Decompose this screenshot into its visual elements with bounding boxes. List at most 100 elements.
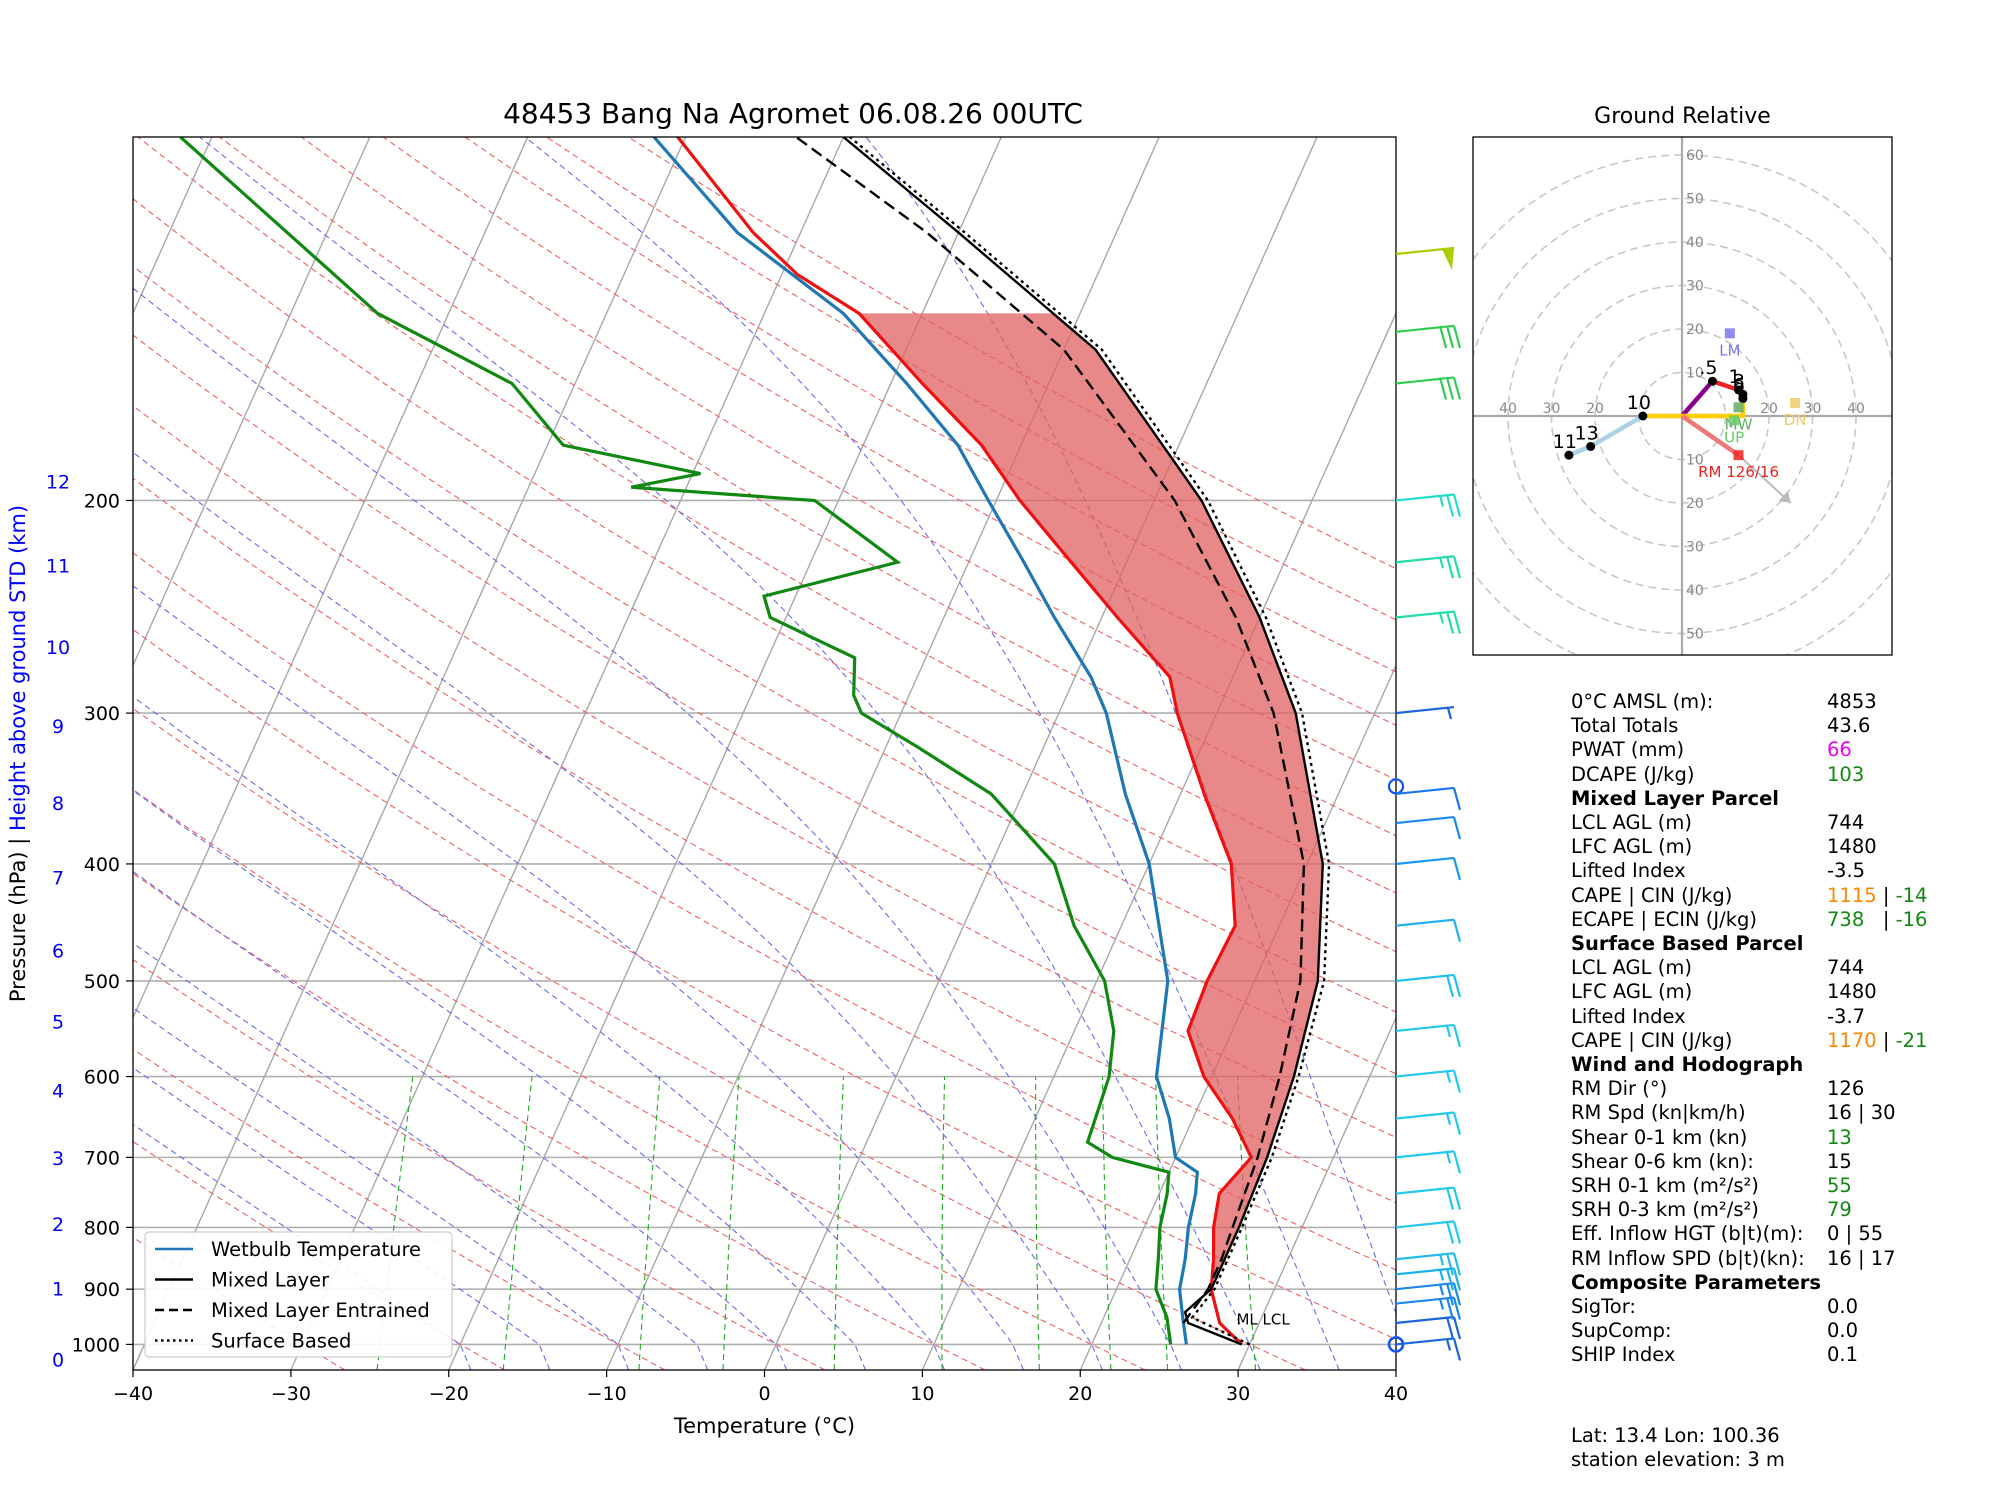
panel-key: SupComp: [1571, 1319, 1672, 1343]
isotherm-line [133, 137, 687, 1370]
wind-barb [1395, 1267, 1462, 1291]
panel-value: -3.5 [1827, 859, 1866, 883]
panel-row: DCAPE (J/kg) 103 [1571, 763, 1864, 787]
panel-row: RM Dir (°) 126 [1571, 1077, 1864, 1101]
panel-value: 16 | 17 [1827, 1246, 1896, 1270]
panel-value: 1170 | -21 [1827, 1028, 1928, 1052]
mixing-ratio-line [1155, 1076, 1169, 1370]
legend: Wetbulb Temperature Mixed Layer Mixed Laye… [144, 1231, 453, 1358]
wind-barb [1395, 1150, 1462, 1174]
series-line-wetbulb-temperature [652, 137, 1199, 1345]
hodograph-point-label: .5 [1699, 357, 1717, 379]
mixing-ratio-line [376, 1076, 414, 1370]
moist-adiabat-line [133, 789, 867, 1370]
hodograph-point-label: 6 [1733, 375, 1745, 397]
wind-barb [1395, 918, 1462, 942]
hodograph-axis-label: 20 [1586, 401, 1604, 417]
hodograph-marker-label: UP [1724, 428, 1744, 446]
series-line-mixed-layer [842, 137, 1325, 1346]
wind-barb [1395, 1252, 1462, 1276]
height-tick-label: 7 [52, 868, 64, 890]
y-axis-label: Pressure (hPa) | Height above ground STD… [6, 505, 31, 1002]
pressure-tick-label: 200 [84, 490, 120, 512]
panel-value: 43.6 [1827, 714, 1871, 738]
panel-value: 744 [1827, 811, 1865, 834]
panel-value: 15 [1827, 1149, 1852, 1173]
mixing-ratio-line [638, 1076, 661, 1370]
moist-adiabat-line [199, 137, 1261, 1370]
height-tick-label: 1 [52, 1278, 64, 1300]
panel-value: 55 [1827, 1174, 1852, 1197]
dry-adiabat-line [133, 477, 1396, 1204]
height-tick-label: 11 [46, 555, 70, 577]
pressure-tick-label: 700 [84, 1147, 120, 1169]
wind-barb [1395, 705, 1455, 720]
hodograph-point-label: 13 [1575, 422, 1599, 444]
wind-barb [1395, 1296, 1462, 1320]
panel-key: Surface Based Parcel [1571, 932, 1804, 955]
panel-value: 126 [1827, 1077, 1865, 1101]
panel-value: 13 [1827, 1125, 1852, 1149]
panel-value: 1480 [1827, 980, 1877, 1004]
height-tick-label: 2 [52, 1214, 64, 1236]
dry-adiabat-line [133, 552, 1396, 1271]
panel-key: RM Inflow SPD (b|t)(kn): [1571, 1246, 1805, 1270]
x-tick-label: −30 [271, 1383, 311, 1405]
x-tick-label: −40 [113, 1383, 153, 1405]
wind-barb [1395, 1023, 1462, 1048]
dry-adiabat-line [133, 198, 1396, 953]
mixing-ratio-line [833, 1076, 845, 1370]
hodograph-axis-label: 50 [1891, 401, 1909, 417]
panel-key: LFC AGL (m) [1571, 835, 1693, 859]
hodograph-ring-label: 10 [1686, 453, 1704, 469]
hodograph-ring-label: 40 [1686, 235, 1704, 251]
hodograph-point [1586, 441, 1596, 451]
height-tick-label: 4 [52, 1081, 64, 1103]
hodograph-axis-label: 40 [1499, 401, 1517, 417]
panel-row: ECAPE | ECIN (J/kg) 738 | -16 [1571, 908, 1927, 932]
hodograph-point-label: 10 [1627, 392, 1651, 414]
isotherm-line [763, 137, 1318, 1370]
hodograph-point [1638, 411, 1648, 421]
dry-adiabat-line [133, 1048, 666, 1370]
legend-label: Mixed Layer Entrained [211, 1299, 430, 1322]
hodograph-axis-label: 60 [1934, 401, 1952, 417]
wind-barb [1395, 1315, 1462, 1340]
panel-value: 0.0 [1827, 1319, 1859, 1343]
panel-value: 66 [1827, 738, 1852, 762]
height-tick-label: 10 [46, 637, 70, 659]
moist-adiabat-line [133, 1067, 551, 1370]
hodograph-marker-label: DN [1784, 411, 1807, 429]
dry-adiabat-line [628, 137, 1396, 570]
hodograph-point-label: 11 [1553, 431, 1577, 453]
wind-barb [1395, 324, 1462, 349]
panel-row: Shear 0-6 km (kn): 15 [1571, 1150, 1852, 1174]
hodograph-frame [1472, 136, 1893, 656]
hodograph-ring-label: 20 [1686, 496, 1704, 512]
storm-motion-arrow [1737, 454, 1792, 504]
hodograph-ring-label: 40 [1686, 583, 1704, 599]
panel-row: SupComp: 0.0 [1571, 1319, 1858, 1343]
panel-row: SigTor: 0.0 [1571, 1295, 1858, 1319]
panel-key: RM Spd (kn|km/h) [1571, 1101, 1746, 1125]
height-tick-label: 3 [52, 1148, 64, 1170]
hodograph-ring-label: 60 [1686, 148, 1704, 164]
hodograph-ring-label: 50 [1686, 192, 1704, 208]
isotherm-line [133, 137, 213, 315]
panel-section-heading: Surface Based Parcel [1571, 932, 1803, 956]
dry-adiabat-line [133, 334, 1396, 1075]
panel-row: Total Totals 43.6 [1571, 714, 1870, 738]
x-tick-label: −20 [429, 1383, 469, 1405]
panel-key: Mixed Layer Parcel [1571, 786, 1779, 810]
panel-value: 1115 | -14 [1827, 883, 1928, 907]
moist-adiabat-line [133, 585, 1024, 1370]
panel-row: PWAT (mm) 66 [1571, 738, 1852, 762]
hodograph-trace [1680, 379, 1715, 418]
wind-barb [1395, 1111, 1462, 1135]
isotherm-line [1237, 1016, 1396, 1370]
wind-barb [1395, 973, 1462, 998]
panel-row: LCL AGL (m) 744 [1571, 811, 1864, 835]
hodograph-axis-label: 70 [1978, 401, 1996, 417]
panel-key: LFC AGL (m) [1571, 980, 1693, 1004]
panel-section-heading: Mixed Layer Parcel [1571, 787, 1779, 811]
